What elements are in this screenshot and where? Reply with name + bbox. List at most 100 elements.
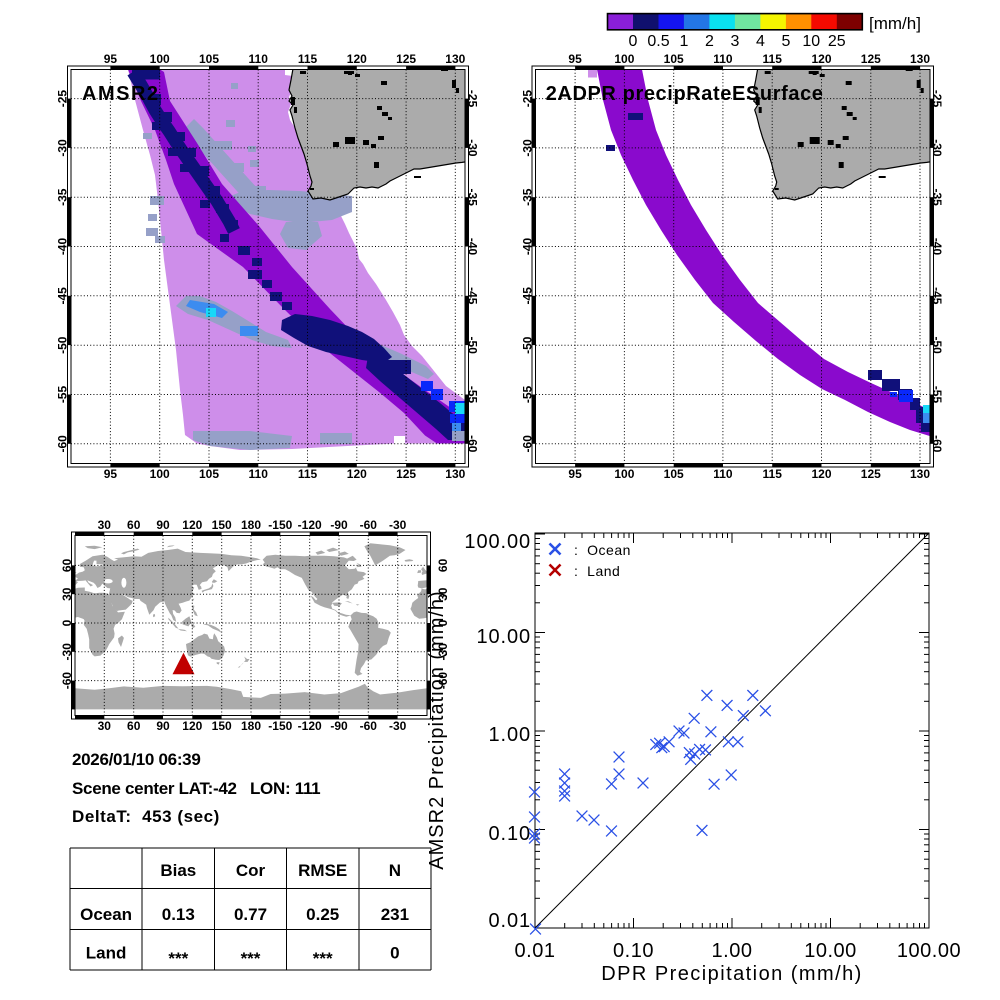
svg-text:30: 30 (60, 587, 74, 601)
svg-text:DeltaT: 453 (sec): DeltaT: 453 (sec) (72, 807, 220, 826)
svg-text:-40: -40 (930, 238, 944, 256)
svg-text:N: N (389, 861, 401, 880)
svg-text:105: 105 (664, 52, 684, 66)
svg-text:10: 10 (802, 33, 820, 50)
svg-text:-55: -55 (520, 386, 534, 404)
svg-text:-30: -30 (60, 643, 74, 661)
svg-text:-40: -40 (520, 238, 534, 256)
svg-text:-25: -25 (520, 90, 534, 108)
svg-text:Land: Land (86, 944, 127, 963)
svg-text:110: 110 (249, 52, 269, 66)
svg-text:***: *** (168, 949, 188, 968)
svg-text:180: 180 (241, 719, 261, 733)
svg-text:-45: -45 (56, 287, 70, 305)
svg-text:150: 150 (212, 719, 232, 733)
svg-text:-45: -45 (930, 287, 944, 305)
svg-text:180: 180 (241, 518, 261, 532)
svg-text:-30: -30 (436, 643, 450, 661)
svg-text:130: 130 (445, 52, 465, 66)
svg-text:AMSR2 Precipitation (mm/h): AMSR2 Precipitation (mm/h) (426, 590, 448, 869)
svg-text:110: 110 (713, 467, 733, 481)
svg-text:120: 120 (182, 518, 202, 532)
svg-text:-55: -55 (56, 386, 70, 404)
svg-text:130: 130 (910, 52, 930, 66)
svg-text:-60: -60 (436, 672, 450, 690)
svg-text:60: 60 (436, 558, 450, 572)
svg-text:5: 5 (781, 33, 790, 50)
svg-text:DPR Precipitation (mm/h): DPR Precipitation (mm/h) (601, 963, 863, 985)
svg-text:0.10: 0.10 (488, 823, 531, 845)
svg-text:0.10: 0.10 (613, 940, 654, 962)
svg-text:2: 2 (705, 33, 714, 50)
svg-text:-50: -50 (520, 336, 534, 354)
svg-text:AMSR2: AMSR2 (82, 83, 160, 105)
svg-text:-30: -30 (466, 139, 480, 157)
svg-text:RMSE: RMSE (298, 861, 347, 880)
svg-text:120: 120 (347, 467, 367, 481)
svg-text:30: 30 (98, 719, 112, 733)
svg-text:110: 110 (713, 52, 733, 66)
svg-text:0.01: 0.01 (515, 940, 556, 962)
svg-text:125: 125 (396, 467, 416, 481)
svg-text:150: 150 (212, 518, 232, 532)
svg-text:-150: -150 (268, 518, 292, 532)
svg-text:-30: -30 (520, 139, 534, 157)
svg-text:-60: -60 (56, 435, 70, 453)
svg-text:-35: -35 (56, 188, 70, 206)
svg-text:-30: -30 (389, 518, 407, 532)
svg-text:: Ocean: : Ocean (574, 542, 631, 558)
svg-text:1: 1 (679, 33, 688, 50)
svg-text:Scene center LAT:-42 LON: 11: Scene center LAT:-42 LON: 111 (72, 779, 320, 798)
svg-text:3: 3 (730, 33, 739, 50)
svg-text:105: 105 (664, 467, 684, 481)
svg-text:125: 125 (861, 467, 881, 481)
svg-text:60: 60 (60, 558, 74, 572)
svg-text:60: 60 (127, 719, 141, 733)
svg-text:-90: -90 (330, 518, 348, 532)
svg-text:120: 120 (811, 467, 831, 481)
svg-text:Bias: Bias (160, 861, 196, 880)
svg-text:-60: -60 (360, 719, 378, 733)
svg-text:-25: -25 (56, 90, 70, 108)
svg-text:2026/01/10 06:39: 2026/01/10 06:39 (72, 750, 201, 769)
svg-text:0: 0 (60, 619, 74, 626)
svg-text:-25: -25 (466, 90, 480, 108)
svg-text:-25: -25 (930, 90, 944, 108)
svg-text:-150: -150 (268, 719, 292, 733)
svg-text:0: 0 (436, 619, 450, 626)
svg-text:-40: -40 (466, 238, 480, 256)
svg-text:60: 60 (127, 518, 141, 532)
svg-text:-60: -60 (360, 518, 378, 532)
svg-text:120: 120 (347, 52, 367, 66)
svg-text:***: *** (241, 949, 261, 968)
svg-text:-50: -50 (930, 337, 944, 355)
svg-text:Cor: Cor (236, 861, 266, 880)
svg-text:-60: -60 (520, 435, 534, 453)
svg-text:115: 115 (763, 467, 783, 481)
svg-text:0.25: 0.25 (306, 905, 339, 924)
svg-text:120: 120 (182, 719, 202, 733)
svg-text:115: 115 (298, 467, 318, 481)
svg-text:105: 105 (199, 52, 219, 66)
svg-text:0.01: 0.01 (488, 910, 531, 932)
svg-text:-40: -40 (56, 238, 70, 256)
svg-text:231: 231 (381, 905, 409, 924)
svg-text:0: 0 (390, 944, 399, 963)
svg-text:-45: -45 (466, 287, 480, 305)
svg-text:-45: -45 (520, 287, 534, 305)
svg-text:0: 0 (629, 33, 638, 50)
svg-text:100: 100 (614, 52, 634, 66)
svg-text:100.00: 100.00 (897, 940, 961, 962)
svg-text:30: 30 (436, 587, 450, 601)
svg-text:0.5: 0.5 (647, 33, 669, 50)
svg-text:0.13: 0.13 (162, 905, 195, 924)
svg-text:100.00: 100.00 (464, 531, 531, 553)
svg-text:: Land: : Land (574, 563, 620, 579)
svg-text:4: 4 (756, 33, 765, 50)
svg-text:90: 90 (156, 518, 170, 532)
svg-text:-30: -30 (389, 719, 407, 733)
svg-text:[mm/h]: [mm/h] (869, 14, 921, 33)
svg-text:10.00: 10.00 (804, 940, 857, 962)
svg-text:-30: -30 (930, 139, 944, 157)
svg-text:90: 90 (156, 719, 170, 733)
